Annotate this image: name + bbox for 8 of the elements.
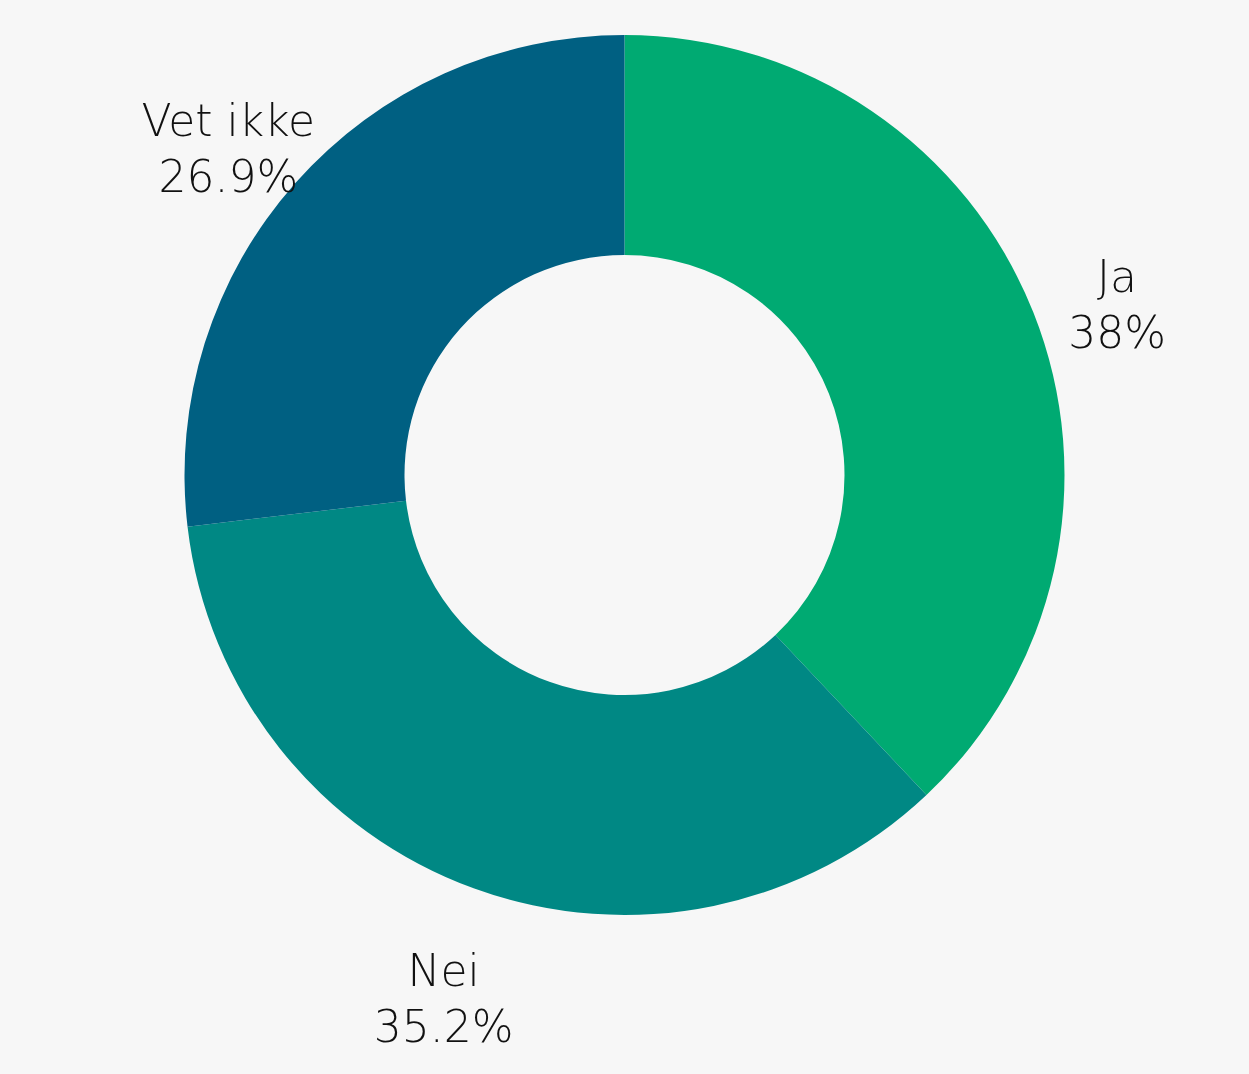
data-label: 35.2% (373, 1001, 514, 1053)
slice-label: Nei (407, 945, 480, 997)
slice-label: Vet ikke (141, 94, 316, 146)
donut-slice (187, 500, 927, 915)
data-label: 38% (1068, 307, 1166, 359)
data-label: 26.9% (158, 150, 299, 202)
donut-slice (624, 35, 1064, 796)
slice-label: Ja (1097, 251, 1138, 303)
